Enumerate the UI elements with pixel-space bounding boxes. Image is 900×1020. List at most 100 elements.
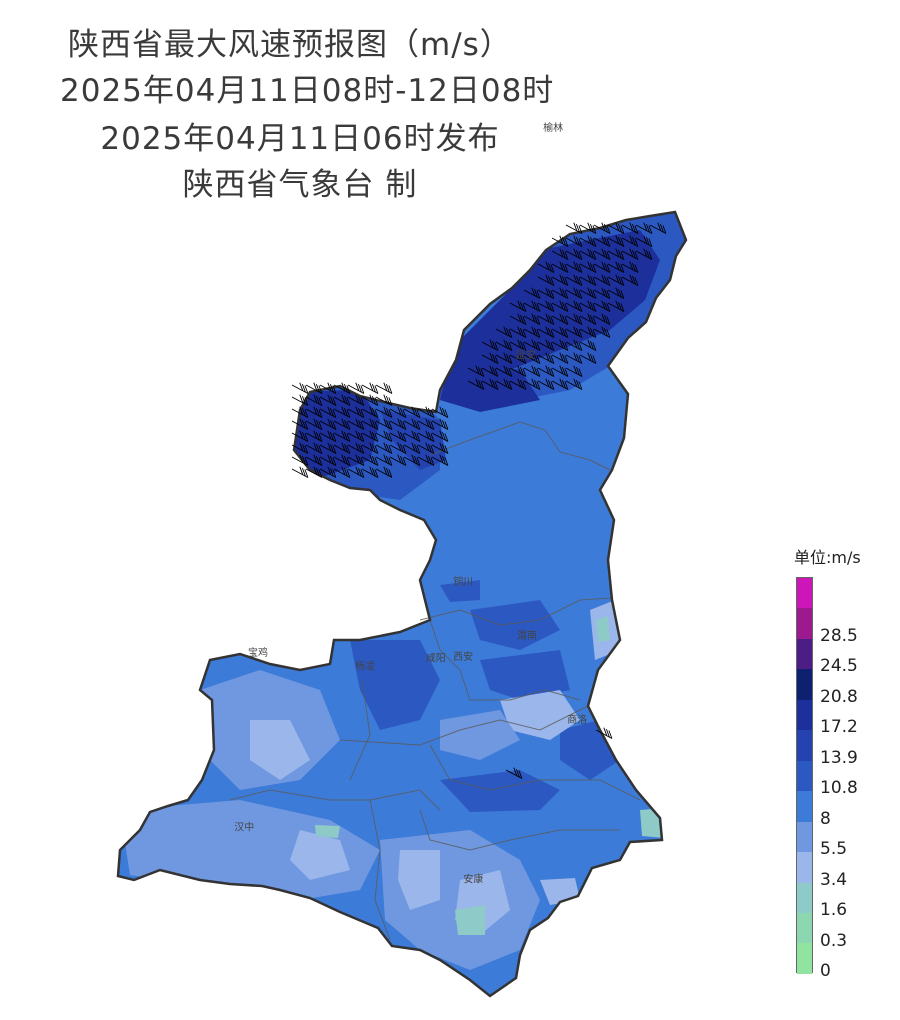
- city-label: 宝鸡: [248, 646, 268, 659]
- wind-barb: [291, 382, 309, 394]
- wind-barb: [607, 235, 625, 247]
- legend-swatch: [797, 882, 812, 913]
- wind-barb: [319, 466, 337, 478]
- wind-barb: [607, 274, 625, 286]
- wind-barb: [551, 274, 569, 286]
- wind-barb: [291, 442, 309, 454]
- wind-barb: [347, 406, 365, 418]
- wind-barb: [495, 365, 513, 377]
- wind-barb: [431, 430, 449, 442]
- wind-barb: [523, 313, 541, 325]
- wind-barb: [431, 406, 449, 418]
- wind-barb: [389, 418, 407, 430]
- legend-tick-label: 10.8: [820, 778, 858, 799]
- wind-barb: [347, 394, 365, 406]
- wind-barb: [319, 394, 337, 406]
- wind-barb: [537, 300, 555, 312]
- wind-barb: [607, 261, 625, 273]
- wind-barb: [621, 274, 639, 286]
- wind-barb: [495, 326, 513, 338]
- wind-barb: [551, 235, 569, 247]
- wind-barbs: [291, 222, 667, 779]
- legend-swatch: [797, 608, 812, 639]
- wind-barb: [565, 261, 583, 273]
- wind-barb: [361, 466, 379, 478]
- legend-tick-label: 17.2: [820, 717, 858, 738]
- legend-swatch: [797, 669, 812, 700]
- wind-barb: [509, 300, 527, 312]
- wind-barb: [579, 326, 597, 338]
- wind-barb: [537, 261, 555, 273]
- wind-barb: [481, 378, 499, 390]
- legend-colorbar: [796, 577, 813, 974]
- wind-barb: [551, 326, 569, 338]
- wind-barb: [509, 378, 527, 390]
- wind-barb: [565, 235, 583, 247]
- wind-barb: [431, 442, 449, 454]
- wind-barb: [333, 442, 351, 454]
- city-label: 商洛: [567, 713, 587, 726]
- wind-barb: [305, 394, 323, 406]
- wind-barb: [305, 406, 323, 418]
- city-label: 铜川: [453, 576, 473, 588]
- legend-tick-label: 13.9: [820, 747, 858, 768]
- wind-barb: [537, 326, 555, 338]
- wind-barb: [375, 382, 393, 394]
- legend-swatch: [797, 760, 812, 792]
- wind-barb: [319, 406, 337, 418]
- wind-barb: [537, 378, 555, 390]
- wind-barb: [537, 313, 555, 325]
- wind-barb: [305, 382, 323, 394]
- wind-barb: [509, 352, 527, 364]
- wind-barb: [417, 454, 435, 466]
- wind-barb: [361, 430, 379, 442]
- wind-barb: [635, 235, 653, 247]
- wind-barb: [467, 378, 485, 390]
- legend-tick-label: 5.5: [820, 839, 848, 860]
- wind-barb: [537, 339, 555, 351]
- wind-barb: [593, 235, 611, 247]
- wind-barb: [607, 222, 625, 234]
- wind-barb: [565, 274, 583, 286]
- wind-barb: [389, 454, 407, 466]
- wind-barb: [565, 326, 583, 338]
- legend-swatch: [797, 730, 812, 761]
- wind-barb: [649, 222, 667, 234]
- city-label: 安康: [463, 873, 483, 886]
- wind-barb: [333, 454, 351, 466]
- wind-barb: [291, 430, 309, 442]
- legend-tick-label: 3.4: [820, 869, 848, 890]
- wind-barb: [509, 313, 527, 325]
- wind-barb: [361, 418, 379, 430]
- wind-barb: [523, 287, 541, 299]
- wind-barb: [579, 235, 597, 247]
- wind-barb: [291, 418, 309, 430]
- wind-barb: [375, 466, 393, 478]
- wind-barb: [579, 352, 597, 364]
- wind-barb: [537, 352, 555, 364]
- wind-barb: [565, 365, 583, 377]
- wind-barb: [607, 287, 625, 299]
- legend-swatch: [797, 852, 812, 883]
- wind-barb: [333, 406, 351, 418]
- wind-barb: [593, 326, 611, 338]
- legend-tick-label: 0.3: [820, 930, 848, 951]
- wind-barb: [481, 352, 499, 364]
- wind-barb: [291, 394, 309, 406]
- wind-barb: [621, 248, 639, 260]
- city-label: 榆林: [543, 121, 563, 134]
- wind-barb: [551, 365, 569, 377]
- map-title-block: 陕西省最大风速预报图（m/s） 2025年04月11日08时-12日08时 20…: [60, 22, 553, 208]
- wind-barb: [579, 300, 597, 312]
- wind-barb: [523, 365, 541, 377]
- legend-swatch: [797, 699, 812, 731]
- wind-barb: [537, 274, 555, 286]
- wind-barb: [551, 300, 569, 312]
- wind-barb: [305, 430, 323, 442]
- wind-barb: [347, 466, 365, 478]
- wind-barb: [565, 313, 583, 325]
- wind-barb: [291, 406, 309, 418]
- legend-swatch: [797, 638, 812, 670]
